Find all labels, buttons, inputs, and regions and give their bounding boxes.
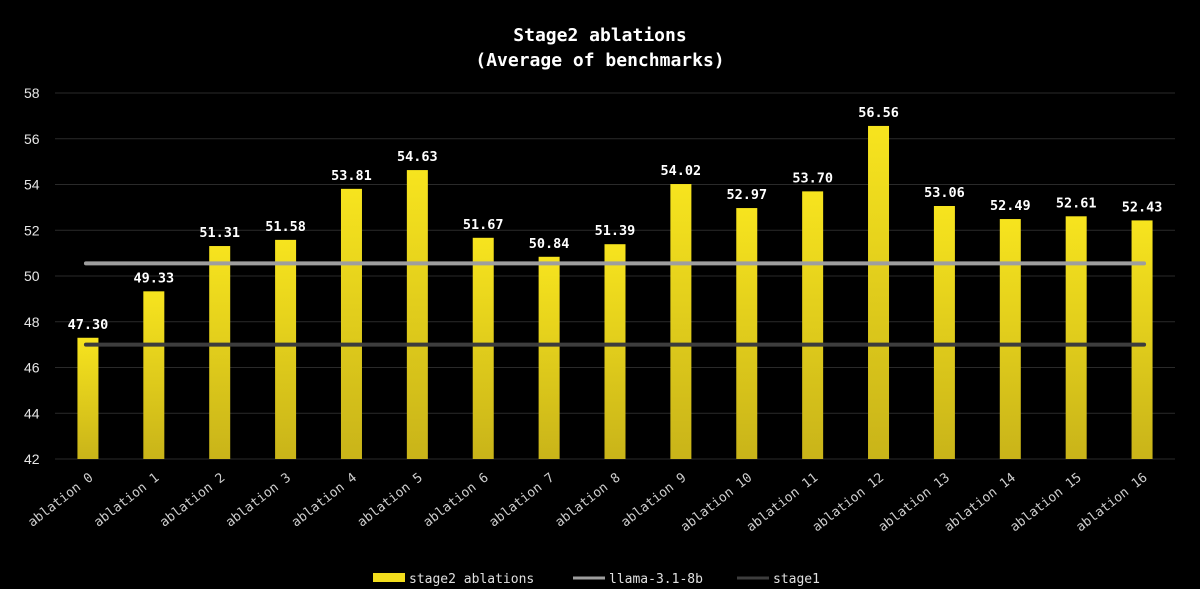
bar xyxy=(143,291,165,459)
data-label: 53.70 xyxy=(792,170,833,186)
data-labels: 47.30 49.33 51.31 51.58 53.81 54.63 51.67 50.84… xyxy=(68,105,1163,333)
bar xyxy=(406,170,428,459)
bar xyxy=(670,184,692,460)
x-tick-label: ablation 8 xyxy=(553,470,624,530)
x-tick-label: ablation 14 xyxy=(942,470,1019,535)
bar xyxy=(77,337,99,459)
x-tick-label: ablation 4 xyxy=(289,470,360,530)
x-tick-label: ablation 5 xyxy=(355,470,426,530)
bar xyxy=(472,237,494,459)
legend-swatch xyxy=(373,573,405,582)
x-tick-label: ablation 2 xyxy=(157,470,228,530)
bar xyxy=(999,219,1021,459)
y-tick-label: 58 xyxy=(24,85,40,101)
data-label: 54.02 xyxy=(661,163,702,179)
chart-title: Stage2 ablations xyxy=(513,25,686,46)
data-label: 54.63 xyxy=(397,149,438,165)
y-axis-ticks: 42 44 46 48 50 52 54 56 58 xyxy=(24,85,40,467)
data-label: 47.30 xyxy=(68,317,109,333)
x-tick-label: ablation 0 xyxy=(25,470,96,530)
bar xyxy=(1065,216,1087,459)
bar xyxy=(604,244,626,459)
bar xyxy=(340,188,362,459)
data-label: 52.49 xyxy=(990,198,1031,214)
x-tick-label: ablation 3 xyxy=(223,470,294,530)
y-tick-label: 54 xyxy=(24,177,40,193)
x-tick-label: ablation 15 xyxy=(1008,470,1085,535)
data-label: 51.67 xyxy=(463,217,504,233)
reference-lines xyxy=(83,261,1147,347)
bar xyxy=(868,125,890,459)
data-label: 50.84 xyxy=(529,236,570,252)
bar xyxy=(1131,220,1153,459)
x-tick-label: ablation 10 xyxy=(678,470,755,535)
legend: stage2 ablations llama-3.1-8b stage1 xyxy=(373,572,820,587)
y-tick-label: 52 xyxy=(24,222,40,238)
data-label: 53.06 xyxy=(924,185,965,201)
data-label: 51.39 xyxy=(595,223,636,239)
x-tick-label: ablation 1 xyxy=(91,470,162,530)
x-tick-label: ablation 6 xyxy=(421,470,492,530)
x-tick-label: ablation 16 xyxy=(1073,470,1150,535)
x-tick-label: ablation 7 xyxy=(487,470,558,530)
bar xyxy=(209,246,231,459)
x-tick-label: ablation 12 xyxy=(810,470,887,535)
bar xyxy=(275,239,297,459)
bars xyxy=(77,125,1153,460)
chart-subtitle: (Average of benchmarks) xyxy=(475,50,724,71)
bar xyxy=(736,208,758,459)
y-tick-label: 56 xyxy=(24,131,40,147)
data-label: 51.58 xyxy=(265,219,306,235)
x-tick-label: ablation 9 xyxy=(618,470,689,530)
legend-label: stage2 ablations xyxy=(409,572,534,587)
data-label: 51.31 xyxy=(199,225,240,241)
data-label: 52.61 xyxy=(1056,195,1097,211)
bar xyxy=(802,191,824,460)
legend-label: llama-3.1-8b xyxy=(609,572,703,587)
data-label: 52.43 xyxy=(1122,199,1163,215)
data-label: 56.56 xyxy=(858,105,899,121)
bar xyxy=(933,206,955,459)
y-tick-label: 50 xyxy=(24,268,40,284)
x-tick-label: ablation 13 xyxy=(876,470,953,535)
data-label: 53.81 xyxy=(331,168,372,184)
y-tick-label: 42 xyxy=(24,451,40,467)
x-tick-label: ablation 11 xyxy=(744,470,821,535)
y-tick-label: 46 xyxy=(24,360,40,376)
legend-label: stage1 xyxy=(773,572,820,587)
data-label: 52.97 xyxy=(726,187,767,203)
data-label: 49.33 xyxy=(134,270,175,286)
bar xyxy=(538,256,560,459)
y-tick-label: 44 xyxy=(24,405,40,421)
y-tick-label: 48 xyxy=(24,314,40,330)
